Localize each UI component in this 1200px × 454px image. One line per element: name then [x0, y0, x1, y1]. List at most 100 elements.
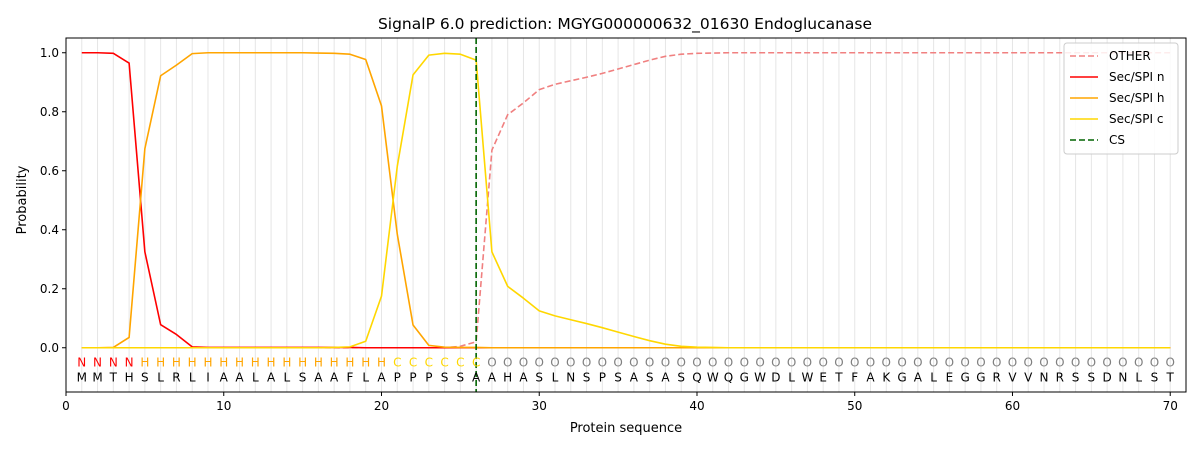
- grid-lines: [81, 38, 1171, 392]
- legend-label: Sec/SPI h: [1109, 91, 1164, 105]
- residue-letter: F: [851, 370, 858, 384]
- region-label: C: [440, 356, 448, 370]
- residue-letter: S: [141, 370, 149, 384]
- residue-letter: L: [284, 370, 291, 384]
- residue-letter: W: [707, 370, 719, 384]
- region-label: O: [724, 356, 733, 370]
- residue-letter: P: [409, 370, 416, 384]
- region-label: C: [425, 356, 433, 370]
- residue-letter: L: [189, 370, 196, 384]
- residue-letter: S: [441, 370, 449, 384]
- residue-letter: N: [1118, 370, 1127, 384]
- residue-letter: A: [330, 370, 339, 384]
- region-label: O: [1165, 356, 1174, 370]
- region-label: O: [834, 356, 843, 370]
- residue-letter: S: [583, 370, 591, 384]
- residue-letter: A: [488, 370, 497, 384]
- region-label: N: [93, 356, 102, 370]
- region-label: H: [251, 356, 260, 370]
- residue-letter: E: [819, 370, 827, 384]
- region-label: C: [393, 356, 401, 370]
- region-label: H: [203, 356, 212, 370]
- residue-letter: L: [552, 370, 559, 384]
- residue-letter: I: [206, 370, 210, 384]
- region-label: C: [409, 356, 417, 370]
- residue-letter: G: [960, 370, 969, 384]
- residue-letter: T: [1166, 370, 1175, 384]
- region-label: O: [850, 356, 859, 370]
- residue-letter: S: [299, 370, 307, 384]
- region-label: O: [992, 356, 1001, 370]
- series-line-sec-spi-h: [81, 51, 1171, 349]
- residue-letter: S: [677, 370, 685, 384]
- residue-letter: L: [252, 370, 259, 384]
- y-tick-label: 0.8: [40, 105, 59, 119]
- residue-letter: L: [157, 370, 164, 384]
- region-label: O: [960, 356, 969, 370]
- y-tick-label: 0.0: [40, 341, 59, 355]
- residue-letter: S: [646, 370, 654, 384]
- region-label: O: [661, 356, 670, 370]
- residue-letter: A: [267, 370, 276, 384]
- residue-letter: R: [1056, 370, 1064, 384]
- residue-letter: M: [77, 370, 87, 384]
- region-label: O: [882, 356, 891, 370]
- region-label: O: [787, 356, 796, 370]
- residue-letter: A: [314, 370, 323, 384]
- series-lines: [81, 51, 1171, 349]
- series-line-other: [81, 51, 1171, 349]
- residue-letter: S: [614, 370, 622, 384]
- region-label: O: [1008, 356, 1017, 370]
- series-line-sec-spi-c: [81, 52, 1171, 349]
- x-tick-label: 0: [62, 399, 70, 413]
- residue-letter: L: [788, 370, 795, 384]
- residue-letter: A: [377, 370, 386, 384]
- x-tick-label: 30: [532, 399, 547, 413]
- residue-letter: W: [754, 370, 766, 384]
- residue-letter: Q: [692, 370, 701, 384]
- residue-letter: S: [1088, 370, 1096, 384]
- residue-letter: E: [946, 370, 954, 384]
- residue-letter: T: [834, 370, 843, 384]
- region-label: O: [487, 356, 496, 370]
- residue-letter: R: [172, 370, 180, 384]
- residue-letter: N: [1040, 370, 1049, 384]
- region-label: O: [771, 356, 780, 370]
- region-label: O: [1071, 356, 1080, 370]
- region-label: O: [1055, 356, 1064, 370]
- region-label: O: [976, 356, 985, 370]
- region-label: O: [1150, 356, 1159, 370]
- residue-letter: P: [394, 370, 401, 384]
- region-label: O: [803, 356, 812, 370]
- x-tick-label: 20: [374, 399, 389, 413]
- residue-letter: F: [346, 370, 353, 384]
- region-label: O: [676, 356, 685, 370]
- residue-letter: S: [1151, 370, 1159, 384]
- region-label: O: [913, 356, 922, 370]
- region-label: N: [77, 356, 86, 370]
- y-axis-label: Probability: [15, 165, 30, 234]
- axes: 0 10 20 30 40 50 60 70 0.0 0.2 0.4 0.6 0.8 1.0: [40, 46, 1178, 413]
- region-label: O: [1118, 356, 1127, 370]
- x-axis-label: Protein sequence: [570, 421, 682, 436]
- residue-letter: S: [457, 370, 465, 384]
- region-label: O: [1024, 356, 1033, 370]
- region-label: N: [109, 356, 118, 370]
- y-tick-label: 0.4: [40, 223, 59, 237]
- x-tick-label: 40: [689, 399, 704, 413]
- legend-label: Sec/SPI n: [1109, 70, 1164, 84]
- region-label: H: [172, 356, 181, 370]
- residue-letter: A: [472, 370, 481, 384]
- x-tick-label: 50: [847, 399, 862, 413]
- region-label: C: [472, 356, 480, 370]
- residue-letter: H: [503, 370, 512, 384]
- residue-letter: A: [519, 370, 528, 384]
- region-label: O: [598, 356, 607, 370]
- residue-letter: A: [866, 370, 875, 384]
- residue-letter: S: [535, 370, 543, 384]
- region-label: O: [897, 356, 906, 370]
- region-label: H: [298, 356, 307, 370]
- residue-letter: A: [914, 370, 923, 384]
